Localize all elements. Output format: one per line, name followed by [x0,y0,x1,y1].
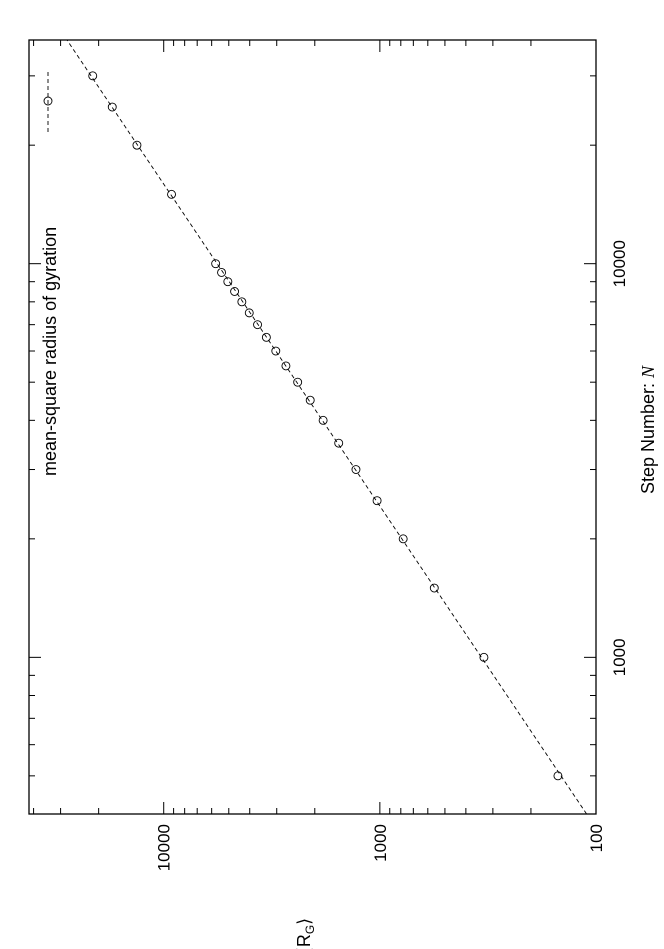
x-tick-label-group: 10000 [610,240,629,287]
legend-sample [43,70,53,132]
data-point [244,308,254,318]
data-point [271,346,281,356]
data-point [261,332,271,342]
data-point [230,287,240,296]
data-point [132,140,142,150]
svg-text:Step Number: N: Step Number: N [638,365,658,494]
data-point [429,583,439,593]
data-point [281,361,291,371]
data-point [553,771,563,781]
data-point [237,297,247,307]
legend: mean-square radius of gyration [40,227,60,476]
data-point [167,189,176,199]
y-axis-label: ⟨RG⟩ [294,918,317,949]
y-tick-label-group: 10000 [155,824,174,871]
data-point [293,377,303,387]
x-axis-label-symbol: N [638,365,658,379]
y-tick-label: 1000 [371,824,390,862]
legend-marker [43,96,53,106]
data-point [253,320,263,330]
data-points [88,71,563,781]
fit-line-group [66,39,587,815]
y-axis-label-sub: G [303,925,317,934]
y-tick-label: 100 [587,824,606,852]
data-point [211,259,221,269]
fit-line [66,39,587,815]
data-point [217,268,227,277]
legend-label: mean-square radius of gyration [40,227,60,476]
data-point [334,438,344,448]
y-axis-label-close: ⟩ [294,918,314,925]
data-point [223,277,233,287]
data-point [305,395,315,405]
y-tick-label: 10000 [155,824,174,871]
data-point [107,102,117,112]
y-tick-label-group: 1000 [371,824,390,862]
y-tick-label-group: 100 [587,824,606,852]
axis-ticks [29,40,597,815]
x-tick-label-group: 1000 [610,638,629,676]
y-axis-label-open: ⟨R [294,934,314,949]
data-point [398,534,408,544]
data-point [88,71,98,81]
data-point [479,652,489,662]
x-tick-label: 1000 [610,638,629,676]
data-point [318,415,328,425]
plot-frame [28,39,597,815]
x-tick-label: 10000 [610,240,629,287]
x-axis-label: Step Number: N [638,365,658,494]
data-point [351,465,361,474]
tick-labels: 1000 10000 100 1000 10000 [155,240,629,871]
data-point [372,496,382,506]
x-axis-label-text: Step Number: [638,383,658,494]
svg-text:⟨RG⟩: ⟨RG⟩ [294,918,317,949]
